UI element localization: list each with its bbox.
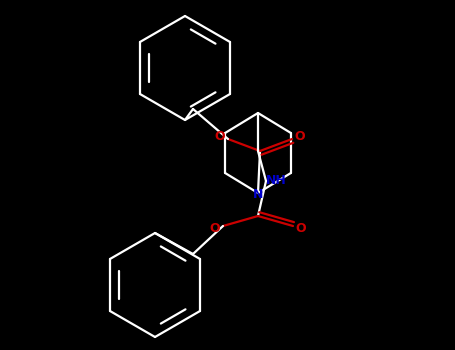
Text: O: O [295,131,305,144]
Text: O: O [215,131,225,144]
Text: NH: NH [266,175,286,188]
Text: O: O [296,222,306,235]
Text: O: O [210,222,220,235]
Text: N: N [253,189,263,202]
